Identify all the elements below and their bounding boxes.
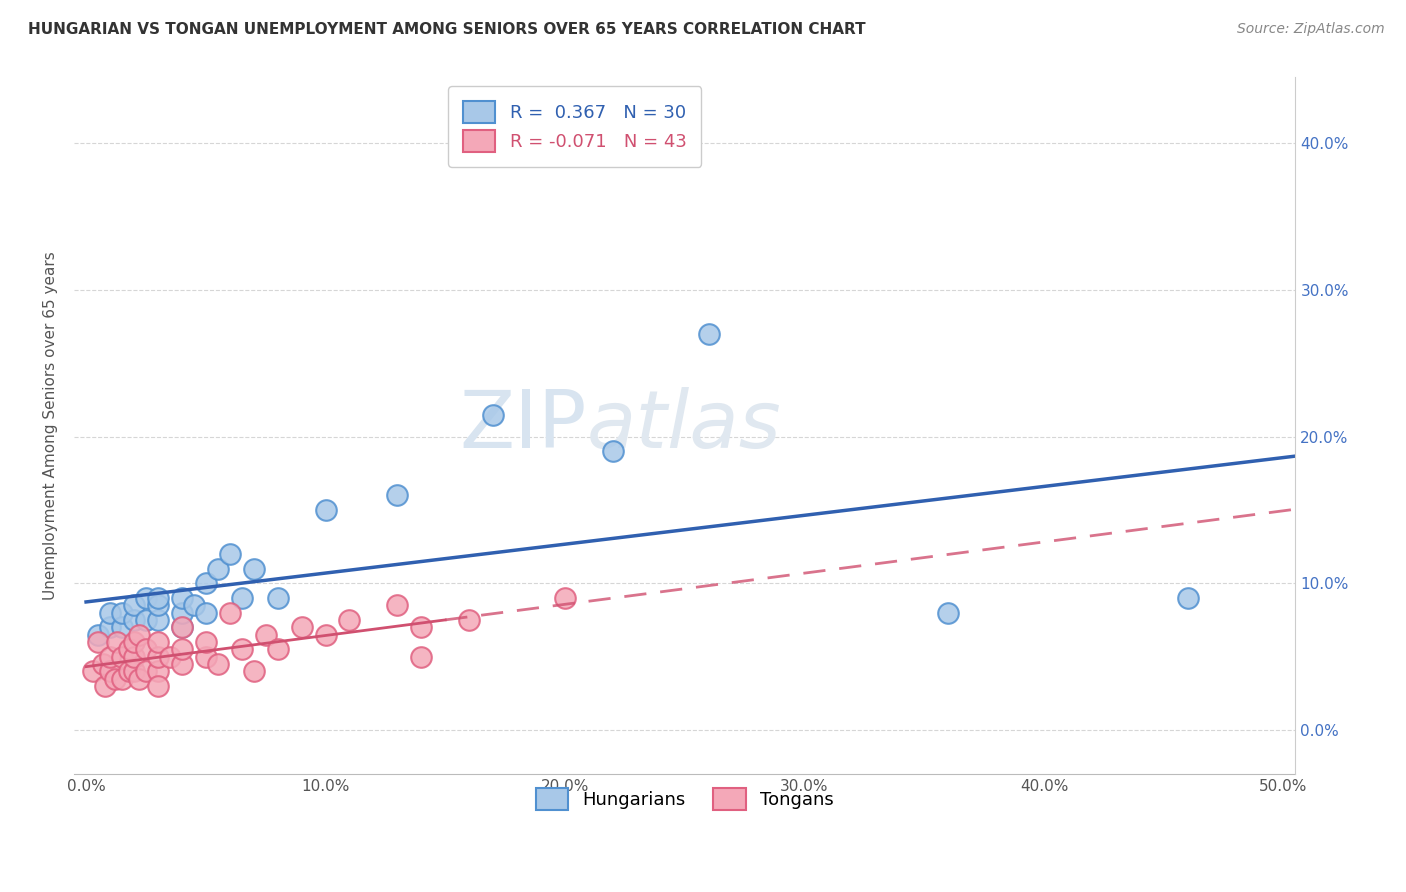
Point [146, 613, 169, 627]
Point [159, 649, 181, 664]
Point [183, 599, 205, 613]
Point [170, 657, 193, 672]
Point [231, 642, 253, 657]
Legend: Hungarians, Tongans: Hungarians, Tongans [522, 773, 848, 824]
Point [122, 649, 145, 664]
Point [218, 547, 240, 561]
Point [146, 599, 169, 613]
Point [94, 679, 117, 693]
Point [122, 599, 145, 613]
Point [111, 649, 134, 664]
Point [602, 444, 624, 458]
Point [936, 606, 959, 620]
Point [194, 649, 217, 664]
Point [118, 665, 141, 679]
Point [554, 591, 576, 606]
Point [170, 606, 193, 620]
Point [387, 599, 409, 613]
Point [194, 606, 217, 620]
Point [111, 620, 134, 634]
Point [146, 635, 169, 649]
Point [146, 591, 169, 606]
Point [231, 591, 253, 606]
Point [98, 649, 121, 664]
Point [87, 628, 110, 642]
Point [194, 576, 217, 591]
Point [170, 591, 193, 606]
Point [339, 613, 361, 627]
Point [411, 649, 433, 664]
Point [291, 620, 314, 634]
Point [207, 657, 229, 672]
Point [387, 488, 409, 502]
Point [146, 665, 169, 679]
Point [98, 606, 121, 620]
Point [266, 642, 288, 657]
Point [266, 591, 288, 606]
Point [207, 562, 229, 576]
Point [458, 613, 481, 627]
Point [242, 562, 264, 576]
Point [87, 635, 110, 649]
Point [170, 620, 193, 634]
Point [146, 649, 169, 664]
Y-axis label: Unemployment Among Seniors over 65 years: Unemployment Among Seniors over 65 years [44, 252, 58, 600]
Point [82, 665, 104, 679]
Point [315, 628, 337, 642]
Point [411, 620, 433, 634]
Text: HUNGARIAN VS TONGAN UNEMPLOYMENT AMONG SENIORS OVER 65 YEARS CORRELATION CHART: HUNGARIAN VS TONGAN UNEMPLOYMENT AMONG S… [28, 22, 866, 37]
Point [91, 657, 114, 672]
Point [98, 620, 121, 634]
Point [218, 606, 240, 620]
Point [98, 665, 121, 679]
Point [111, 672, 134, 686]
Point [122, 613, 145, 627]
Point [135, 591, 157, 606]
Point [128, 672, 150, 686]
Point [118, 642, 141, 657]
Point [135, 613, 157, 627]
Text: atlas: atlas [588, 387, 782, 465]
Point [194, 635, 217, 649]
Point [242, 665, 264, 679]
Point [104, 672, 127, 686]
Point [482, 408, 505, 422]
Point [111, 606, 134, 620]
Point [170, 642, 193, 657]
Point [315, 503, 337, 517]
Point [128, 628, 150, 642]
Text: ZIP: ZIP [460, 387, 588, 465]
Point [697, 327, 720, 342]
Point [105, 635, 128, 649]
Point [122, 665, 145, 679]
Text: Source: ZipAtlas.com: Source: ZipAtlas.com [1237, 22, 1385, 37]
Point [254, 628, 277, 642]
Point [146, 679, 169, 693]
Point [1177, 591, 1199, 606]
Point [135, 642, 157, 657]
Point [135, 665, 157, 679]
Point [170, 620, 193, 634]
Point [122, 635, 145, 649]
